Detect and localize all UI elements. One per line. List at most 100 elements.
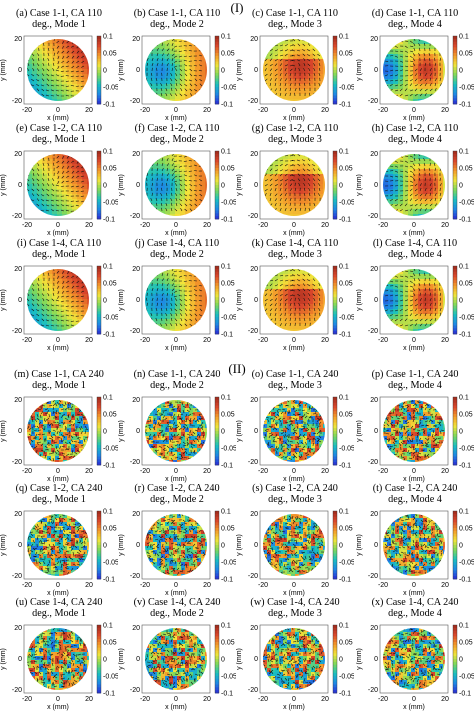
- colorbar-tick-label: 0.05: [103, 640, 117, 647]
- colorbar-tick-label: 0: [221, 543, 225, 550]
- figure-panel: (l) Case 1-4, CA 110 deg., Mode 4 -20 0 20 x …: [356, 238, 474, 356]
- x-tick-label: -20: [22, 468, 32, 475]
- colorbar-tick-label: -0.1: [221, 102, 233, 109]
- colorbar: [214, 35, 220, 105]
- figure-panel: (m) Case 1-1, CA 240 deg., Mode 1 -20 0 20 x …: [0, 369, 118, 487]
- y-axis-label: y (mm): [0, 420, 7, 442]
- y-axis-label: y (mm): [356, 420, 363, 442]
- vector-field-plot: -20 0 20 x (mm) 20 0 -20 y (mm) 0.1 0.05 0 -0.05 -0.…: [236, 264, 354, 353]
- vector-field-plot: -20 0 20 x (mm) 20 0 -20 y (mm) 0.1 0.05 0 -0.05 -0.…: [236, 623, 354, 712]
- colorbar-tick-label: -0.05: [103, 446, 118, 453]
- colorbar-tick-label: 0: [221, 183, 225, 190]
- y-tick-label: 20: [132, 625, 140, 632]
- colorbar: [96, 510, 102, 580]
- y-axis-label: y (mm): [236, 534, 243, 556]
- y-axis-label: y (mm): [356, 289, 363, 311]
- colorbar: [452, 265, 458, 335]
- y-axis-label: y (mm): [118, 59, 125, 81]
- panel-title-line1: (e) Case 1-2, CA 110: [16, 123, 102, 134]
- panel-title: (t) Case 1-2, CA 240 deg., Mode 4: [356, 483, 474, 505]
- vector-field-plot: -20 0 20 x (mm) 20 0 -20 y (mm) 0.1 0.05 0 -0.05 -0.…: [118, 149, 236, 238]
- panel-title-line1: (x) Case 1-4, CA 240: [371, 597, 459, 608]
- panel-title-line2: deg., Mode 3: [268, 249, 322, 260]
- y-tick-label: 20: [132, 397, 140, 404]
- colorbar-tick-label: -0.05: [459, 446, 474, 453]
- colorbar-tick-label: -0.1: [221, 463, 233, 470]
- colorbar-tick-label: 0.05: [459, 166, 473, 173]
- panel-title-line2: deg., Mode 4: [388, 134, 442, 145]
- x-tick-label: -20: [378, 222, 388, 229]
- x-tick-label: 20: [441, 107, 449, 114]
- y-tick-label: 0: [18, 297, 22, 304]
- colorbar-tick-label: 0.1: [103, 509, 113, 516]
- axes-frame: [379, 396, 449, 466]
- x-axis-label: x (mm): [283, 230, 305, 237]
- x-tick-label: 0: [412, 337, 416, 344]
- colorbar-tick-label: 0.1: [339, 623, 349, 630]
- panel-title-line1: (k) Case 1-4, CA 110: [251, 238, 339, 249]
- colorbar-tick-label: -0.05: [103, 200, 118, 207]
- panel-title-line2: deg., Mode 4: [388, 608, 442, 619]
- figure-panel: (e) Case 1-2, CA 110 deg., Mode 1 -20 0 20 x …: [0, 123, 118, 241]
- x-tick-label: 20: [85, 696, 93, 703]
- y-tick-label: 20: [14, 511, 22, 518]
- y-tick-label: 0: [136, 428, 140, 435]
- y-tick-label: -20: [12, 687, 22, 694]
- colorbar: [214, 396, 220, 466]
- colorbar-tick-label: 0.1: [221, 509, 231, 516]
- y-axis-label: y (mm): [118, 289, 125, 311]
- x-tick-label: 0: [292, 107, 296, 114]
- panel-title-line2: deg., Mode 1: [32, 494, 86, 505]
- colorbar-tick-label: 0.05: [221, 51, 235, 58]
- x-tick-label: 20: [85, 337, 93, 344]
- velocity-vectors: [27, 514, 89, 576]
- y-tick-label: 0: [18, 428, 22, 435]
- y-tick-label: 20: [132, 151, 140, 158]
- panel-title-line1: (s) Case 1-2, CA 240: [252, 483, 338, 494]
- x-axis-label: x (mm): [47, 704, 69, 711]
- colorbar-tick-label: -0.1: [459, 577, 471, 584]
- y-axis-label: y (mm): [0, 174, 7, 196]
- figure-panel: (i) Case 1-4, CA 110 deg., Mode 1 -20 0 20 x …: [0, 238, 118, 356]
- x-tick-label: 20: [441, 222, 449, 229]
- panel-title-line2: deg., Mode 3: [268, 380, 322, 391]
- colorbar-tick-label: 0: [459, 68, 463, 75]
- figure-panel: (a) Case 1-1, CA 110 deg., Mode 1 -20 0 20 x …: [0, 8, 118, 126]
- y-tick-label: 20: [14, 397, 22, 404]
- figure-panel: (x) Case 1-4, CA 240 deg., Mode 4 -20 0 20 x …: [356, 597, 474, 715]
- contour-field: [263, 269, 325, 331]
- y-tick-label: 0: [18, 182, 22, 189]
- panel-title: (a) Case 1-1, CA 110 deg., Mode 1: [0, 8, 118, 30]
- panel-title-line1: (h) Case 1-2, CA 110: [371, 123, 459, 134]
- colorbar-tick-label: 0.05: [459, 281, 473, 288]
- colorbar-tick-label: -0.05: [221, 315, 236, 322]
- colorbar-tick-label: 0.05: [459, 640, 473, 647]
- colorbar: [332, 35, 338, 105]
- contour-field: [145, 514, 207, 576]
- panel-title-line2: deg., Mode 1: [32, 19, 86, 30]
- panel-title-line2: deg., Mode 3: [268, 608, 322, 619]
- colorbar-tick-label: 0.05: [103, 526, 117, 533]
- panel-title: (i) Case 1-4, CA 110 deg., Mode 1: [0, 238, 118, 260]
- vector-field-plot: -20 0 20 x (mm) 20 0 -20 y (mm) 0.1 0.05 0 -0.05 -0.…: [356, 149, 474, 238]
- colorbar-tick-label: 0.1: [459, 149, 469, 156]
- y-tick-label: 0: [254, 67, 258, 74]
- y-tick-label: 0: [374, 656, 378, 663]
- x-tick-label: -20: [140, 337, 150, 344]
- axes-frame: [259, 265, 329, 335]
- x-tick-label: -20: [378, 337, 388, 344]
- panel-title-line1: (b) Case 1-1, CA 110: [133, 8, 221, 19]
- colorbar-tick-label: 0: [459, 298, 463, 305]
- x-tick-label: 20: [85, 468, 93, 475]
- colorbar-tick-label: -0.05: [103, 560, 118, 567]
- y-tick-label: 20: [370, 266, 378, 273]
- figure-panel: (d) Case 1-1, CA 110 deg., Mode 4 -20 0 20 x …: [356, 8, 474, 126]
- colorbar-tick-label: -0.1: [103, 332, 115, 339]
- panel-title-line2: deg., Mode 3: [268, 134, 322, 145]
- y-tick-label: 20: [250, 151, 258, 158]
- x-tick-label: -20: [258, 337, 268, 344]
- y-tick-label: 20: [14, 36, 22, 43]
- vector-field-plot: -20 0 20 x (mm) 20 0 -20 y (mm) 0.1 0.05 0 -0.05 -0.…: [356, 509, 474, 598]
- contour-field: [383, 628, 445, 690]
